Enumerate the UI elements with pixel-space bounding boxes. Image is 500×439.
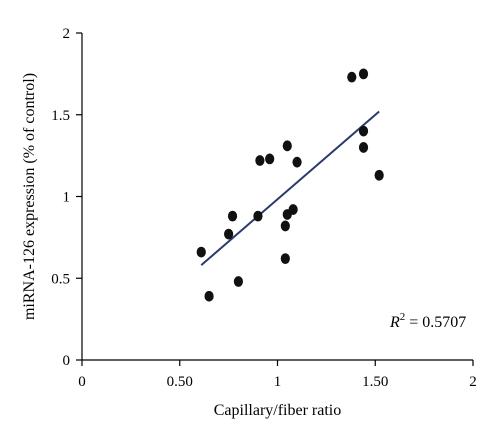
data-point xyxy=(253,210,263,222)
data-point xyxy=(358,142,369,153)
axes xyxy=(81,33,473,361)
x-tick-label: 2 xyxy=(469,374,477,390)
data-point xyxy=(227,210,238,222)
data-point xyxy=(224,228,234,240)
r-squared-symbol: R xyxy=(389,314,400,331)
y-tick-label: 2 xyxy=(63,26,71,42)
x-axis-title: Capillary/fiber ratio xyxy=(214,402,342,419)
x-tick-label: 1.50 xyxy=(362,374,388,390)
data-point xyxy=(358,68,369,80)
data-point xyxy=(374,169,384,181)
data-point xyxy=(265,153,275,165)
y-tick-label: 0 xyxy=(63,353,71,369)
y-tick-label: 1 xyxy=(63,190,71,206)
data-point xyxy=(280,220,290,232)
data-point xyxy=(292,156,302,168)
x-tick-label: 1 xyxy=(274,374,282,390)
x-tick-label: 0.50 xyxy=(167,374,193,390)
data-point xyxy=(196,246,206,258)
y-tick-label: 0.5 xyxy=(51,271,70,287)
data-point xyxy=(347,71,357,83)
r-squared-annotation: R2 = 0.5707 xyxy=(389,311,466,331)
data-point xyxy=(282,140,292,152)
r-squared-superscript: 2 xyxy=(400,311,406,323)
y-axis-title: miRNA-126 expression (% of control) xyxy=(21,73,38,320)
data-point xyxy=(358,125,369,137)
y-tick-label: 1.5 xyxy=(51,108,70,124)
trendline xyxy=(200,110,380,266)
x-tick-label: 0 xyxy=(78,374,86,390)
data-point xyxy=(204,290,214,302)
trendline-group xyxy=(200,110,380,266)
data-point xyxy=(280,253,290,265)
data-point xyxy=(288,204,298,215)
data-point xyxy=(233,276,243,287)
ticks: 0 0.5 1 1.5 2 0 0.50 1 1.50 2 xyxy=(51,26,477,390)
r-squared-value: = 0.5707 xyxy=(405,314,466,331)
data-point xyxy=(255,155,265,166)
data-points xyxy=(196,68,384,302)
